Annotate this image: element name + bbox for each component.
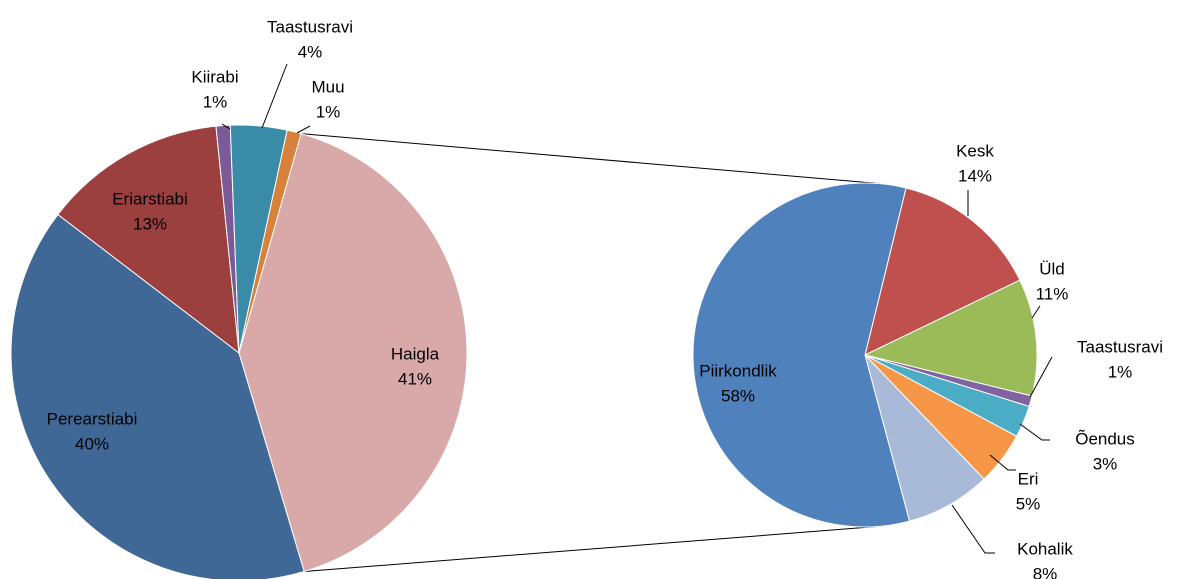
slice-value-label: 1% (1108, 362, 1133, 381)
slice-value-label: 40% (75, 434, 109, 453)
pie-slice (864, 187, 1021, 356)
slice-label: Taastusravi (267, 17, 353, 36)
slice-label: Piirkondlik (699, 361, 777, 380)
pie-slice (692, 182, 911, 528)
connector-line (304, 525, 884, 572)
slice-label: Kesk (956, 141, 994, 160)
slice-label: Kiirabi (191, 67, 238, 86)
leader-line (951, 504, 995, 554)
leader-line (1029, 356, 1053, 398)
slice-label: Kohalik (1017, 539, 1073, 558)
pie-slice (10, 213, 305, 579)
slice-value-label: 1% (316, 102, 341, 121)
slice-value-label: 14% (958, 166, 992, 185)
slice-label: Muu (311, 77, 344, 96)
leader-line (221, 123, 231, 130)
leader-line (989, 454, 1016, 471)
slice-label: Õendus (1075, 429, 1135, 448)
leader-line (261, 63, 288, 129)
pie-slice (238, 129, 302, 354)
slice-label: Eriarstiabi (112, 189, 188, 208)
slice-label: Üld (1039, 259, 1065, 278)
slice-label: Eri (1018, 469, 1039, 488)
slice-value-label: 8% (1033, 564, 1058, 579)
slice-value-label: 41% (398, 369, 432, 388)
slice-value-label: 3% (1093, 454, 1118, 473)
leader-line (1019, 423, 1050, 441)
leader-line (1031, 305, 1041, 319)
slice-value-label: 58% (721, 386, 755, 405)
slice-label: Haigla (391, 344, 440, 363)
slice-value-label: 5% (1016, 494, 1041, 513)
slice-value-label: 13% (133, 214, 167, 233)
slice-value-label: 11% (1036, 284, 1069, 303)
pie-slice (238, 132, 468, 573)
pie-slice (57, 125, 240, 355)
slice-label: Taastusravi (1077, 337, 1163, 356)
leader-line (296, 125, 311, 134)
connector-line (301, 133, 881, 185)
slice-value-label: 1% (203, 92, 228, 111)
slice-label: Perearstiabi (47, 409, 138, 428)
slice-value-label: 4% (298, 42, 323, 61)
